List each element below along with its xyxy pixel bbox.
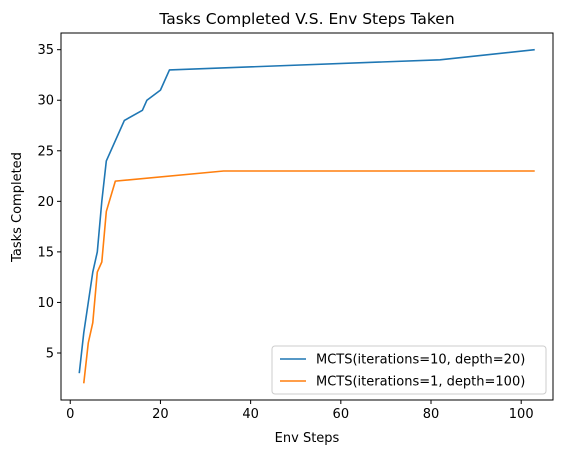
x-axis-ticks: 0 20 40 60 80 100 — [66, 400, 534, 422]
y-tick-label: 30 — [37, 94, 54, 109]
y-tick-label: 35 — [37, 43, 54, 58]
axes-frame — [60, 32, 554, 401]
y-tick-label: 10 — [37, 296, 54, 311]
y-tick-label: 25 — [37, 144, 54, 159]
x-tick-label: 0 — [66, 407, 74, 422]
series-line-2 — [82, 170, 535, 384]
x-tick-label: 40 — [242, 407, 259, 422]
chart-title: Tasks Completed V.S. Env Steps Taken — [158, 10, 454, 28]
x-axis-label: Env Steps — [275, 431, 340, 446]
x-tick-label: 80 — [423, 407, 440, 422]
legend-box — [271, 345, 547, 395]
x-tick-label: 60 — [333, 407, 350, 422]
y-axis-label: Tasks Completed — [10, 152, 25, 263]
series-line-1 — [78, 48, 535, 374]
legend-label: MCTS(iterations=1, depth=100) — [316, 375, 525, 390]
plot-area — [78, 48, 535, 384]
y-tick-label: 5 — [46, 346, 54, 361]
y-axis-ticks: 5 10 15 20 25 30 35 — [37, 43, 61, 361]
y-tick-label: 20 — [37, 195, 54, 210]
x-tick-label: 20 — [152, 407, 169, 422]
legend: MCTS(iterations=10, depth=20) MCTS(iterat… — [271, 345, 547, 395]
y-tick-label: 15 — [37, 245, 54, 260]
legend-label: MCTS(iterations=10, depth=20) — [316, 353, 525, 368]
x-tick-label: 100 — [509, 407, 534, 422]
